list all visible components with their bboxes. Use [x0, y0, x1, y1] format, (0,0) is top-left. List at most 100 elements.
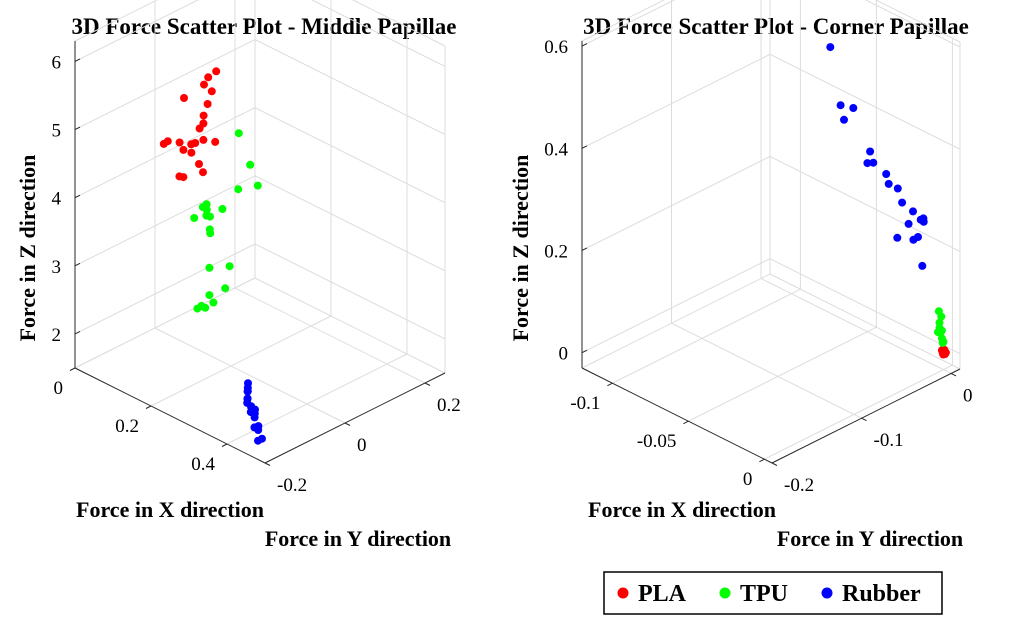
box-edge	[581, 0, 666, 42]
legend-label-rubber: Rubber	[842, 581, 921, 607]
point-pla	[180, 94, 188, 102]
point-tpu	[934, 307, 943, 316]
corner-z-axis-label: Force in Z direction	[508, 155, 533, 342]
point-tpu	[935, 318, 944, 327]
point-rubber	[882, 170, 891, 178]
middle-z-axis-label: Force in Z direction	[15, 155, 40, 342]
corner-plot-axes	[581, 41, 961, 466]
y-tick-mark	[424, 382, 431, 386]
legend-label-pla: PLA	[638, 581, 687, 607]
y-tick-mark	[264, 462, 271, 466]
grid-line	[769, 258, 961, 355]
point-pla	[175, 138, 184, 147]
point-rubber	[243, 394, 252, 403]
z-tick-label: 4	[52, 189, 62, 210]
grid-line	[864, 0, 961, 48]
point-pla	[175, 172, 184, 181]
legend-box	[603, 571, 943, 615]
point-pla	[179, 145, 188, 154]
z-tick-mark	[74, 262, 81, 267]
corner-papillae-plot: 3D Force Scatter Plot - Corner Papillae …	[508, 0, 973, 551]
legend-label-tpu: TPU	[740, 581, 788, 607]
point-tpu	[225, 262, 234, 271]
grid-line	[581, 156, 771, 251]
x-tick-label: -0.1	[570, 393, 600, 414]
point-tpu	[218, 205, 227, 213]
point-pla	[203, 100, 212, 108]
z-tick-label: 3	[52, 257, 62, 278]
point-tpu	[202, 211, 211, 220]
point-pla	[187, 148, 196, 157]
point-pla	[207, 87, 216, 96]
point-pla	[212, 67, 221, 76]
legend: PLA TPU Rubber	[603, 571, 943, 615]
grid-line	[74, 107, 256, 199]
x-tick-mark	[69, 367, 76, 371]
x-axis-line	[581, 367, 773, 464]
point-tpu	[934, 328, 942, 337]
grid-line	[150, 315, 332, 407]
box-edge	[74, 0, 159, 42]
box-edge	[351, 0, 446, 47]
point-tpu	[205, 291, 214, 300]
point-pla	[199, 135, 208, 144]
middle-plot-grid	[74, 0, 446, 464]
x-tick-mark	[145, 405, 152, 409]
z-tick-mark	[74, 126, 81, 131]
grid-line	[311, 0, 446, 67]
y-tick-label: 0	[963, 385, 973, 406]
middle-x-axis-label: Force in X direction	[76, 497, 264, 522]
grid-line	[764, 364, 953, 460]
grid-line	[581, 53, 771, 149]
box-edge	[254, 277, 446, 374]
y-tick-label: 0.2	[437, 395, 461, 416]
point-tpu	[205, 263, 214, 272]
point-rubber	[258, 434, 266, 443]
point-rubber	[893, 233, 902, 242]
box-edge	[74, 277, 256, 369]
middle-y-axis-label: Force in Y direction	[265, 526, 451, 551]
point-rubber	[918, 261, 927, 270]
middle-plot-title: 3D Force Scatter Plot - Middle Papillae	[72, 14, 457, 39]
corner-x-axis-label: Force in X direction	[588, 497, 776, 522]
point-pla	[199, 119, 208, 128]
grid-line	[154, 327, 346, 424]
z-tick-label: 0	[559, 344, 569, 365]
x-tick-mark	[683, 420, 689, 425]
grid-line	[254, 39, 446, 136]
z-tick-mark	[581, 145, 588, 149]
point-rubber	[849, 104, 858, 112]
legend-marker-pla	[617, 587, 629, 599]
grid-line	[581, 258, 771, 354]
grid-line	[74, 243, 256, 335]
x-tick-label: 0	[743, 469, 753, 490]
point-rubber	[884, 179, 893, 188]
grid-line	[581, 0, 676, 47]
corner-plot-points	[826, 43, 950, 359]
point-rubber	[836, 101, 845, 110]
y-tick-mark	[771, 462, 778, 466]
middle-plot-points	[159, 67, 266, 445]
y-axis-line	[771, 368, 961, 464]
z-tick-mark	[581, 43, 588, 47]
point-tpu	[234, 129, 243, 138]
x-tick-mark	[759, 458, 765, 463]
point-pla	[200, 80, 208, 89]
grid-line	[612, 288, 801, 384]
z-tick-label: 6	[52, 52, 62, 73]
point-rubber	[904, 219, 913, 228]
point-tpu	[190, 214, 199, 222]
z-tick-mark	[74, 194, 81, 199]
z-tick-label: 2	[52, 325, 62, 346]
middle-plot-ticks: 0 0.2 0.4 -0.2 0 0.2 2 3 4 5 6	[52, 52, 461, 496]
corner-plot-grid	[581, 0, 961, 464]
point-tpu	[246, 160, 255, 169]
box-edge	[581, 273, 771, 369]
z-tick-label: 0.6	[544, 37, 568, 58]
point-rubber	[909, 235, 918, 244]
point-tpu	[202, 205, 211, 214]
grid-line	[688, 326, 877, 422]
point-rubber	[244, 379, 252, 388]
point-tpu	[209, 298, 218, 307]
